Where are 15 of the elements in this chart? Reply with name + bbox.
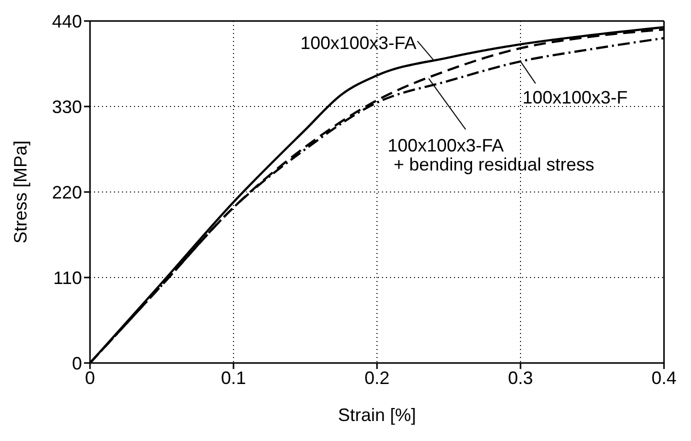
y-tick-label: 220 xyxy=(52,182,82,202)
y-tick-label: 0 xyxy=(72,353,82,374)
x-tick-label: 0.2 xyxy=(364,368,390,388)
y-tick-label: 440 xyxy=(52,11,82,32)
x-axis-title: Strain [%] xyxy=(338,405,416,425)
x-tick-label: 0.1 xyxy=(220,368,246,388)
x-tick-label: 0.4 xyxy=(651,368,677,388)
y-tick-label: 110 xyxy=(53,268,82,288)
series-label: 100x100x3-FA + bending residual stress xyxy=(388,135,594,174)
series-label: 100x100x3-F xyxy=(522,87,628,108)
legend-label: 100x100x3-FA xyxy=(300,33,416,54)
x-tick-label: 0.3 xyxy=(508,368,534,388)
y-tick-label: 330 xyxy=(52,96,82,117)
y-axis-title: Stress [MPa] xyxy=(10,140,30,244)
x-tick-label: 0 xyxy=(84,368,96,388)
